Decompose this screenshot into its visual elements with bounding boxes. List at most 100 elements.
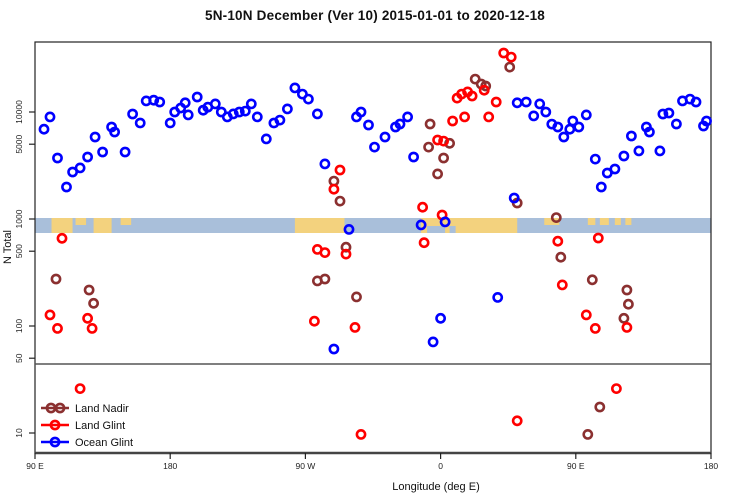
land-strip-segment bbox=[75, 218, 87, 225]
point-ocean-glint bbox=[520, 96, 532, 108]
point-ocean-glint bbox=[567, 115, 579, 127]
land-strip-segment bbox=[599, 218, 609, 225]
point-land-nadir bbox=[334, 195, 346, 207]
point-ocean-glint bbox=[61, 181, 72, 193]
point-ocean-glint bbox=[534, 98, 546, 110]
point-ocean-glint bbox=[355, 106, 367, 118]
point-ocean-glint bbox=[227, 108, 239, 120]
point-ocean-glint bbox=[44, 111, 56, 123]
y-axis-label: N Total bbox=[2, 229, 14, 265]
point-land-glint bbox=[438, 135, 449, 147]
point-ocean-glint bbox=[663, 107, 675, 119]
point-ocean-glint bbox=[148, 94, 160, 106]
point-land-glint bbox=[74, 383, 86, 394]
point-ocean-glint bbox=[427, 336, 439, 348]
point-land-glint bbox=[86, 322, 98, 334]
point-ocean-glint bbox=[302, 93, 314, 105]
point-ocean-glint bbox=[552, 121, 564, 133]
x-tick-label: 90 E bbox=[26, 461, 44, 471]
point-ocean-glint bbox=[690, 96, 702, 108]
point-land-glint bbox=[82, 312, 93, 324]
point-ocean-glint bbox=[251, 111, 263, 123]
y-tick-label: 100 bbox=[14, 319, 24, 333]
point-land-glint bbox=[52, 322, 63, 334]
point-ocean-glint bbox=[408, 151, 419, 163]
y-tick-label: 10000 bbox=[14, 100, 24, 124]
point-ocean-glint bbox=[328, 343, 340, 355]
point-ocean-glint bbox=[657, 108, 669, 120]
point-ocean-glint bbox=[209, 98, 221, 110]
land-strip-segment bbox=[294, 218, 345, 233]
point-land-glint bbox=[505, 51, 517, 63]
point-ocean-glint bbox=[618, 150, 630, 162]
point-land-glint bbox=[611, 383, 622, 394]
chart-title: 5N-10N December (Ver 10) 2015-01-01 to 2… bbox=[205, 8, 545, 23]
point-ocean-glint bbox=[435, 312, 446, 324]
point-land-glint bbox=[556, 279, 568, 291]
land-strip-segment bbox=[120, 218, 132, 225]
point-ocean-glint bbox=[369, 141, 380, 153]
point-land-glint bbox=[355, 428, 367, 440]
y-tick-label: 5000 bbox=[14, 134, 24, 153]
land-strip-segment bbox=[51, 218, 73, 233]
point-ocean-glint bbox=[97, 146, 108, 158]
point-land-glint bbox=[478, 84, 490, 96]
ocean-notch bbox=[449, 226, 456, 233]
point-ocean-glint bbox=[233, 106, 245, 118]
point-ocean-glint bbox=[343, 223, 355, 235]
point-land-nadir bbox=[424, 118, 436, 130]
point-land-nadir bbox=[432, 168, 443, 180]
legend-marker bbox=[54, 402, 66, 414]
point-ocean-glint bbox=[127, 108, 138, 120]
point-ocean-glint bbox=[415, 219, 427, 231]
point-land-nadir bbox=[550, 212, 562, 223]
point-ocean-glint bbox=[671, 118, 682, 130]
x-tick-label: 90 E bbox=[567, 461, 585, 471]
point-land-nadir bbox=[423, 141, 434, 153]
x-tick-label: 180 bbox=[704, 461, 718, 471]
point-ocean-glint bbox=[654, 145, 666, 157]
point-ocean-glint bbox=[609, 163, 621, 175]
point-ocean-glint bbox=[580, 109, 592, 121]
point-ocean-glint bbox=[595, 181, 607, 193]
point-land-nadir bbox=[586, 274, 598, 286]
point-land-nadir bbox=[594, 401, 606, 413]
x-tick-label: 90 W bbox=[295, 461, 315, 471]
point-ocean-glint bbox=[439, 216, 451, 228]
point-ocean-glint bbox=[394, 118, 406, 130]
point-ocean-glint bbox=[626, 130, 637, 142]
point-ocean-glint bbox=[154, 96, 166, 108]
point-land-glint bbox=[459, 111, 470, 123]
point-land-glint bbox=[44, 309, 56, 321]
point-land-nadir bbox=[504, 61, 516, 73]
point-land-nadir bbox=[444, 137, 455, 149]
point-ocean-glint bbox=[540, 106, 552, 118]
point-land-nadir bbox=[50, 273, 62, 285]
point-ocean-glint bbox=[274, 114, 286, 126]
ocean-notch bbox=[427, 226, 446, 233]
point-land-glint bbox=[418, 237, 430, 249]
point-ocean-glint bbox=[182, 109, 194, 121]
point-ocean-glint bbox=[633, 145, 645, 157]
point-land-nadir bbox=[351, 291, 362, 303]
land-strip-segment bbox=[93, 218, 112, 233]
x-axis-label: Longitude (deg E) bbox=[392, 481, 480, 493]
y-tick-label: 500 bbox=[14, 244, 24, 258]
point-ocean-glint bbox=[319, 158, 331, 170]
point-ocean-glint bbox=[402, 111, 413, 123]
point-ocean-glint bbox=[289, 82, 301, 94]
land-strip-segment bbox=[544, 218, 560, 225]
point-land-glint bbox=[552, 235, 564, 247]
point-land-glint bbox=[308, 315, 320, 327]
y-tick-label: 10 bbox=[14, 428, 24, 438]
point-land-glint bbox=[511, 415, 523, 427]
point-land-glint bbox=[417, 201, 428, 213]
point-ocean-glint bbox=[191, 91, 203, 103]
point-ocean-glint bbox=[74, 162, 86, 174]
point-ocean-glint bbox=[239, 105, 251, 117]
point-ocean-glint bbox=[573, 121, 585, 133]
point-land-glint bbox=[447, 115, 458, 127]
plot-box bbox=[34, 41, 712, 454]
point-ocean-glint bbox=[82, 151, 93, 163]
